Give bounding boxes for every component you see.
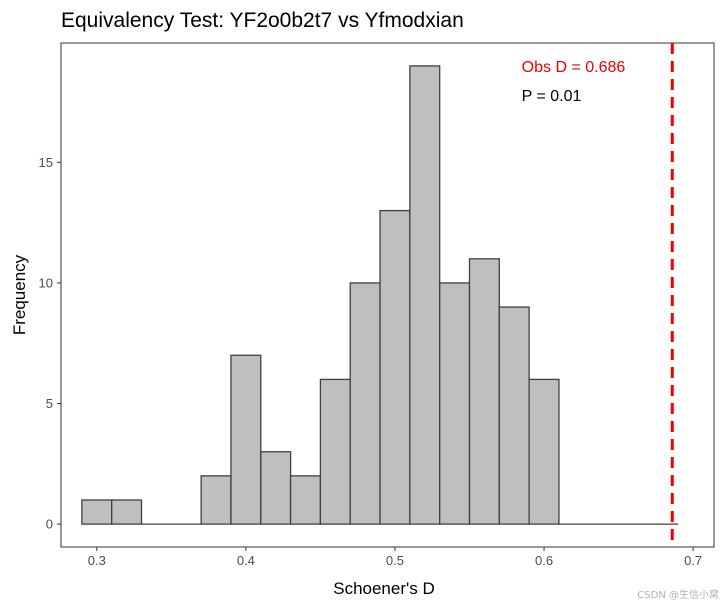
histogram-bar [319,378,351,525]
histogram-bar [289,475,322,525]
histogram-bar [379,209,411,525]
histogram-bar [409,65,441,525]
x-tick-label: 0.4 [237,553,255,568]
histogram-bar [81,499,113,525]
chart-title: Equivalency Test: YF2o0b2t7 vs Yfmodxian [61,9,464,32]
histogram-bar [498,306,530,525]
y-tick-label: 5 [46,396,53,411]
histogram-bar [260,451,292,525]
histogram-bar [200,475,232,525]
x-axis-label: Schoener's D [333,579,435,598]
annotations: Obs D = 0.686 P = 0.01 [522,59,626,105]
histogram-bar [439,282,471,525]
x-tick-label: 0.5 [386,553,404,568]
x-tick-label: 0.3 [88,553,106,568]
x-tick-label: 0.7 [684,553,702,568]
histogram-bar [111,499,143,525]
y-axis-ticks: 0 5 10 15 [39,155,61,532]
histogram-bars [81,65,679,525]
histogram-bar [230,354,262,525]
y-tick-label: 0 [46,517,53,532]
x-axis-ticks: 0.3 0.4 0.5 0.6 0.7 [88,547,702,568]
y-tick-label: 10 [39,275,53,290]
x-tick-label: 0.6 [535,553,553,568]
histogram-bar [468,258,500,525]
watermark: CSDN @生信小窝 [637,588,719,601]
histogram-bar [528,378,560,525]
y-axis-label: Frequency [10,254,29,335]
p-value-annotation: P = 0.01 [522,88,582,105]
y-tick-label: 15 [39,155,53,170]
histogram-bar [349,282,381,525]
observed-d-annotation: Obs D = 0.686 [522,59,626,76]
